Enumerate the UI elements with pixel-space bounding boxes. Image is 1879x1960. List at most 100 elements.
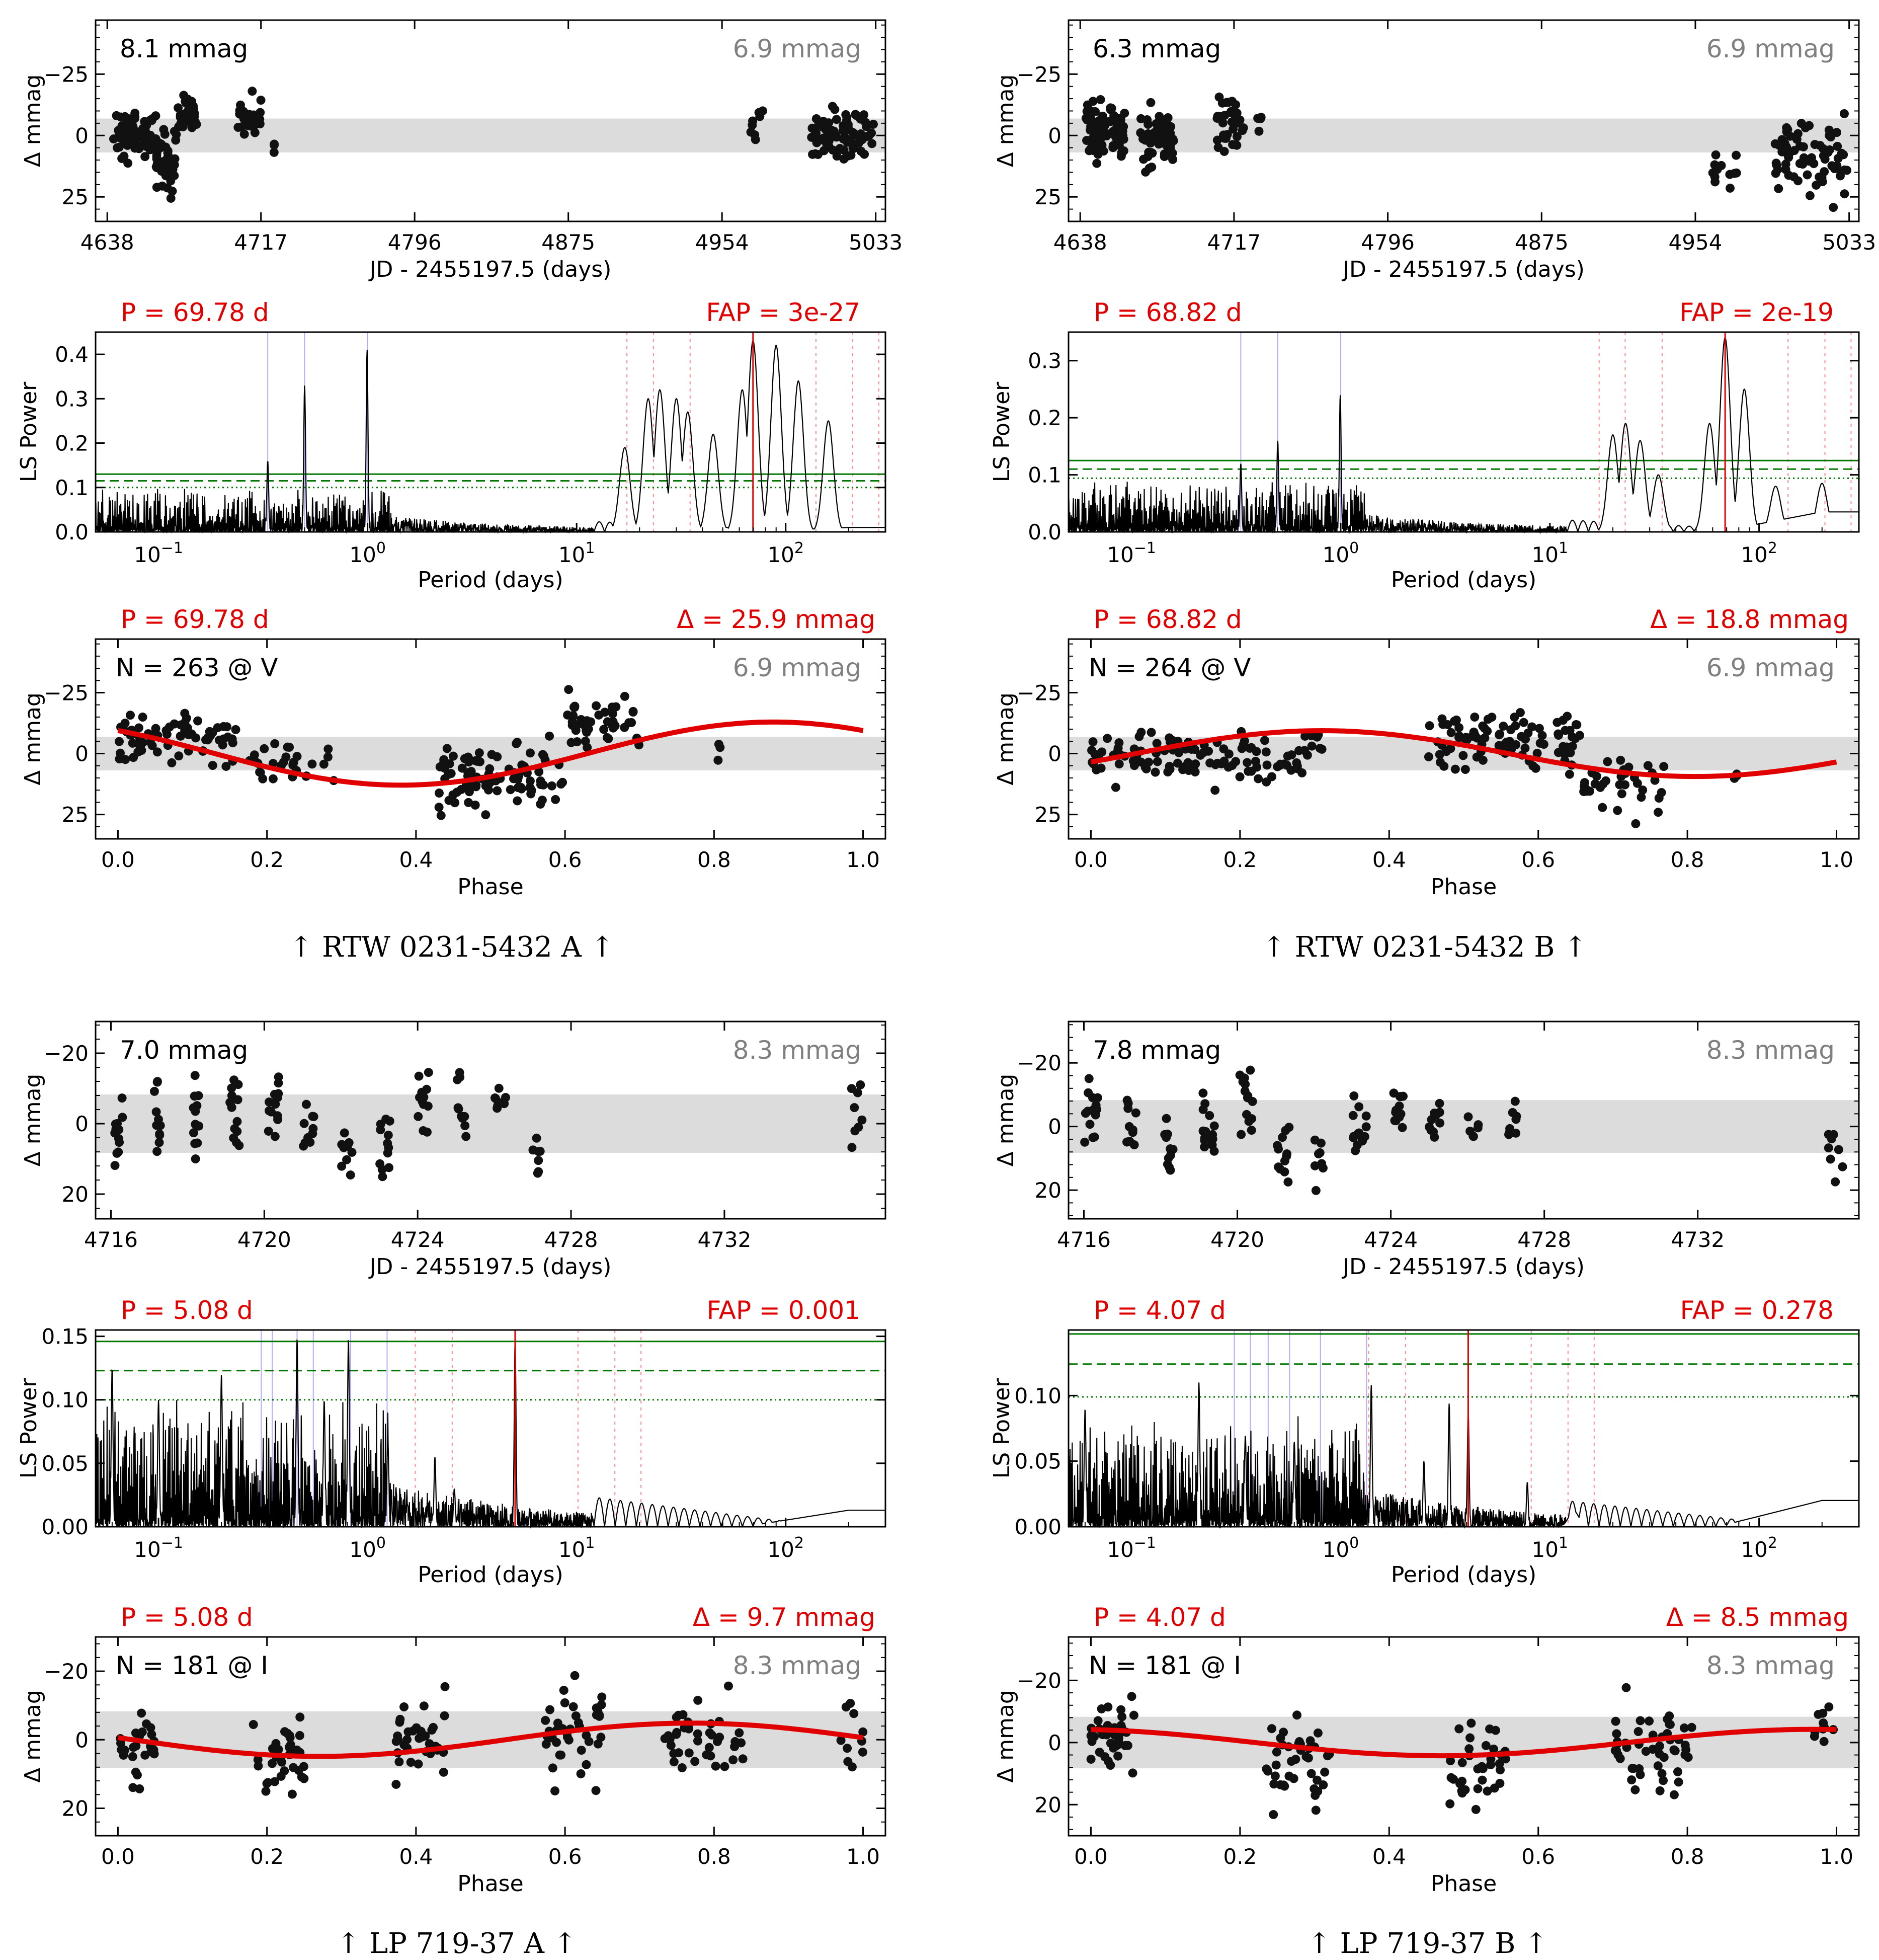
- data-point: [232, 1117, 242, 1126]
- data-point: [227, 1083, 236, 1093]
- x-tick-label: 4638: [1053, 230, 1107, 255]
- data-point: [436, 811, 446, 820]
- data-point: [227, 1103, 236, 1112]
- data-point: [595, 1711, 604, 1721]
- y-axis-label: Δ mmag: [20, 1690, 46, 1783]
- reference-rms-label: 8.3 mmag: [1706, 1036, 1835, 1065]
- data-point: [1320, 1767, 1330, 1777]
- data-point: [1210, 786, 1220, 795]
- data-point: [208, 761, 217, 770]
- data-point: [151, 1107, 161, 1117]
- data-point: [1119, 146, 1128, 155]
- data-point: [264, 1126, 273, 1136]
- data-point: [1106, 103, 1115, 113]
- data-point: [283, 1729, 292, 1738]
- data-point: [1243, 1093, 1252, 1103]
- data-point: [1435, 1118, 1445, 1128]
- data-point: [493, 786, 502, 796]
- data-point: [1834, 1145, 1843, 1154]
- data-point: [126, 711, 135, 720]
- data-point: [1793, 176, 1803, 186]
- data-point: [157, 181, 167, 191]
- data-point: [1223, 762, 1233, 772]
- x-tick-label: 0.0: [101, 1844, 135, 1869]
- data-point: [690, 1757, 700, 1766]
- data-point: [1089, 146, 1098, 155]
- data-point: [1398, 1123, 1407, 1132]
- data-point: [568, 1702, 578, 1711]
- data-point: [424, 1068, 433, 1077]
- data-point: [1174, 748, 1184, 757]
- data-point: [1554, 729, 1563, 739]
- period-label: P = 4.07 d: [1094, 1296, 1226, 1325]
- x-axis-label: Phase: [457, 1871, 523, 1897]
- model-curve: [1090, 728, 1837, 779]
- data-point: [536, 799, 545, 809]
- data-point: [1427, 1115, 1436, 1124]
- plot-frame: [95, 1021, 886, 1220]
- data-point: [346, 1170, 355, 1180]
- data-point: [190, 1071, 200, 1080]
- data-point: [167, 758, 177, 767]
- data-point: [414, 1759, 423, 1769]
- data-point: [1679, 1723, 1689, 1733]
- x-tick-label: 0.0: [1074, 1844, 1108, 1869]
- y-tick-label: −25: [44, 681, 89, 705]
- data-point: [1499, 722, 1508, 731]
- data-point: [1534, 724, 1544, 733]
- data-point: [751, 135, 760, 144]
- data-point: [264, 1097, 274, 1107]
- data-point: [189, 104, 198, 114]
- data-point: [277, 1757, 287, 1767]
- data-point: [1654, 808, 1663, 817]
- data-point: [174, 122, 184, 131]
- data-point: [279, 757, 288, 767]
- data-point: [1443, 720, 1452, 729]
- data-point: [1243, 758, 1252, 767]
- data-point: [734, 1728, 744, 1738]
- data-point: [848, 128, 858, 137]
- x-tick-label: 4732: [1671, 1227, 1725, 1252]
- data-point: [1708, 168, 1718, 178]
- data-point: [1159, 138, 1168, 148]
- x-tick-label: 0.4: [399, 1844, 433, 1869]
- x-tick-label: 0.6: [1521, 847, 1555, 872]
- data-point: [1155, 112, 1164, 121]
- data-point: [1095, 1748, 1104, 1757]
- data-point: [1119, 134, 1128, 144]
- data-point: [1553, 718, 1562, 727]
- data-point: [1481, 1741, 1491, 1750]
- data-point: [1396, 1109, 1406, 1119]
- data-point: [849, 1709, 859, 1718]
- data-point: [406, 1758, 416, 1767]
- periodogram-line: [1068, 1382, 1859, 1529]
- data-point: [1242, 1110, 1251, 1119]
- data-point: [526, 789, 536, 799]
- y-tick-label: 0.4: [55, 342, 89, 367]
- data-point: [1641, 1747, 1651, 1756]
- data-point: [297, 1772, 306, 1782]
- data-point: [1160, 152, 1169, 162]
- data-point: [1228, 97, 1237, 106]
- data-point: [1519, 718, 1528, 727]
- data-point: [1209, 1121, 1219, 1131]
- data-point: [1611, 1716, 1620, 1726]
- star-panel: −25 0 25 4638 4717 4796 4875 4954 5033 JD - 24551…: [16, 19, 903, 900]
- data-point: [516, 782, 526, 792]
- data-point: [221, 761, 231, 771]
- data-point: [273, 1115, 283, 1124]
- data-point: [597, 1692, 607, 1702]
- data-point: [812, 133, 822, 142]
- y-tick-label: −20: [44, 1659, 89, 1684]
- x-tick-label: 0.4: [1372, 847, 1406, 872]
- y-axis-label: Δ mmag: [993, 692, 1019, 786]
- rms-label: 7.0 mmag: [120, 1036, 248, 1065]
- data-point: [1089, 118, 1099, 127]
- data-point: [586, 717, 596, 727]
- data-point: [1655, 1786, 1665, 1795]
- data-point: [1160, 1130, 1170, 1139]
- data-point: [841, 1702, 851, 1712]
- data-point: [126, 120, 135, 129]
- x-tick-label: 4732: [697, 1227, 751, 1252]
- data-point: [323, 752, 333, 762]
